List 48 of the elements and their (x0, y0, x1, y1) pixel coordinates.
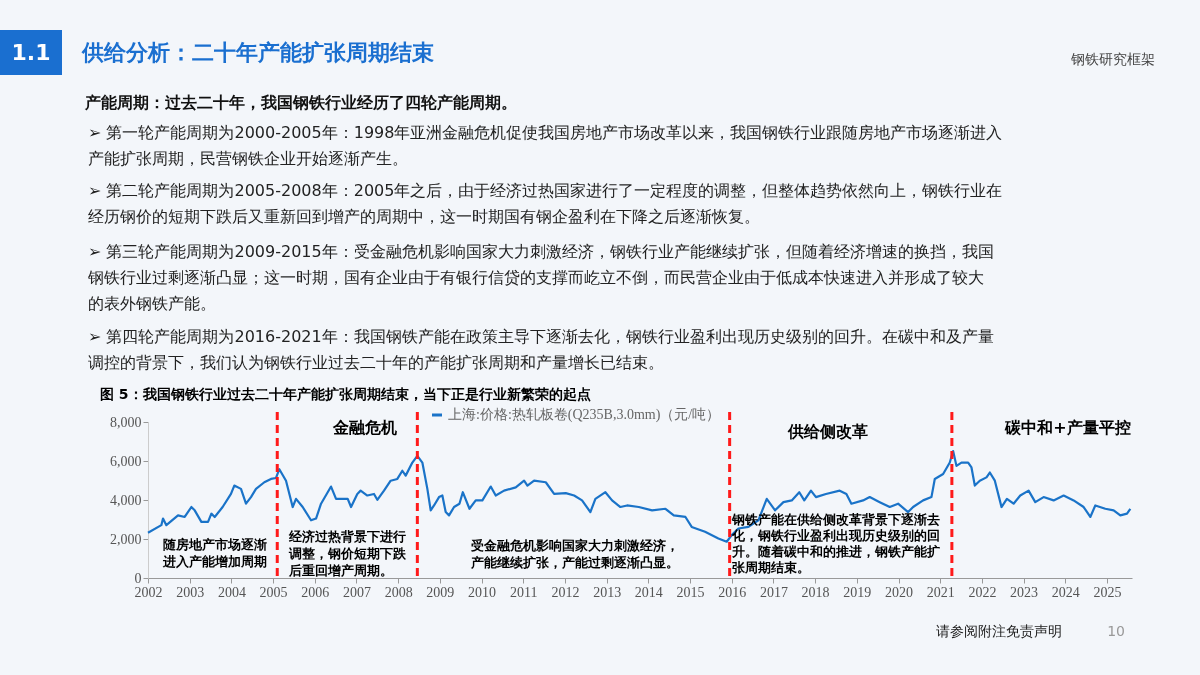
text: ➢ 第一轮产能周期为2000-2005年：1998年亚洲金融危机促使我国房地产市场改革以来，我国钢铁行业跟随房地产市场逐渐进入产能扩张周期，民营钢铁企业开始逐渐产生。 (88, 123, 1003, 168)
x-tick-label: 2013 (593, 584, 622, 600)
x-tick-label: 2011 (510, 584, 538, 600)
x-tick-label: 2025 (1093, 584, 1122, 600)
annotation: 金融危机 (332, 418, 397, 437)
text: ➢ 第二轮产能周期为2005-2008年：2005年之后，由于经济过热国家进行了一定程度的调整，但整体趋势依然向上，钢铁行业在经历钢价的短期下跌后又重新回到增产的周期中，这一时期国有钢企盈利在下降之后逐渐恢复。 (88, 181, 1003, 226)
x-tick-label: 2024 (1051, 584, 1080, 600)
chart-title: 图 5：我国钢铁行业过去二十年产能扩张周期结束，当下正是行业新繁荣的起点 (100, 386, 591, 402)
x-tick-label: 2004 (217, 584, 246, 600)
annotation: 碳中和+产量平控 (1004, 418, 1131, 437)
annotation: 受金融危机影响国家大力刺激经济，产能继续扩张，产能过剩逐渐凸显。 (470, 538, 679, 570)
x-tick-label: 2022 (968, 584, 997, 600)
x-tick-label: 2016 (718, 584, 747, 600)
x-tick-label: 2023 (1010, 584, 1039, 600)
text: 供给分析：二十年产能扩张周期结束 (81, 40, 434, 65)
x-tick-label: 2012 (551, 584, 580, 600)
legend-label: 上海:价格:热轧板卷(Q235B,3.0mm)（元/吨） (448, 407, 721, 423)
text: ➢ 第三轮产能周期为2009-2015年：受金融危机影响国家大力刺激经济，钢铁行业产能继续扩张，但随着经济增速的换挡，我国钢铁行业过剩逐渐凸显；这一时期，国有企业由于有银行信贷的支撑而屹立不倒，而民营企业由于低成本快速进入并形成了较大的表外钢铁产能。 (87, 242, 994, 313)
text: 产能周期：过去二十年，我国钢铁行业经历了四轮产能周期。 (84, 93, 517, 112)
annotation: 经济过热背景下进行调整，钢价短期下跌后重回增产周期。 (288, 529, 407, 578)
x-tick-label: 2007 (342, 584, 371, 600)
x-tick-label: 2005 (259, 584, 288, 600)
annotation: 随房地产市场逐渐进入产能增加周期 (162, 537, 267, 569)
annotation: 供给侧改革 (787, 422, 868, 441)
x-tick-label: 2008 (384, 584, 413, 600)
x-tick-label: 2018 (801, 584, 830, 600)
x-tick-label: 2010 (468, 584, 497, 600)
text: 钢铁研究框架 (1070, 51, 1155, 67)
x-tick-label: 2015 (676, 584, 705, 600)
text: 1.1 (11, 40, 51, 65)
x-tick-label: 2002 (134, 584, 163, 600)
x-tick-label: 2017 (759, 584, 788, 600)
y-tick-label: 6,000 (110, 453, 142, 469)
x-tick-label: 2019 (843, 584, 872, 600)
y-tick-label: 8,000 (110, 414, 142, 430)
x-tick-label: 2006 (301, 584, 330, 600)
y-tick-label: 4,000 (110, 492, 142, 508)
x-tick-label: 2009 (426, 584, 455, 600)
text: ➢ 第四轮产能周期为2016-2021年：我国钢铁产能在政策主导下逐渐去化，钢铁行业盈利出现历史级别的回升。在碳中和及产量调控的背景下，我们认为钢铁行业过去二十年的产能扩张周期和产量增长已结束。 (88, 327, 994, 372)
x-tick-label: 2021 (926, 584, 955, 600)
x-tick-label: 2020 (885, 584, 914, 600)
y-tick-label: 2,000 (110, 531, 142, 547)
y-tick-label: 0 (134, 570, 142, 586)
x-tick-label: 2014 (634, 584, 663, 600)
annotation: 钢铁产能在供给侧改革背景下逐渐去化，钢铁行业盈利出现历史级别的回升。随着碳中和的推进，钢铁产能扩张周期结束。 (731, 512, 940, 575)
x-tick-label: 2003 (176, 584, 205, 600)
text: 10 (1107, 623, 1125, 639)
text: 请参阅附注免责声明 (936, 623, 1062, 639)
